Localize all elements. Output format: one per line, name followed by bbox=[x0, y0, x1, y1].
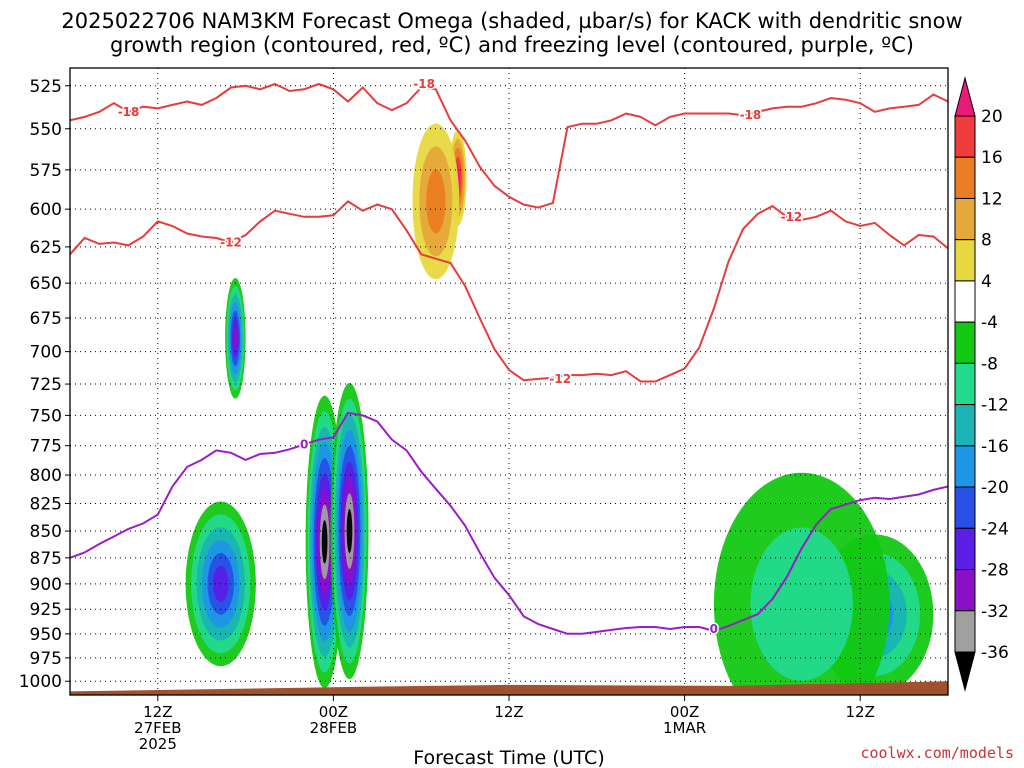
y-tick-label-550: 550 bbox=[30, 120, 62, 140]
colorbar-label-0: 20 bbox=[981, 107, 1003, 127]
colorbar-box-11 bbox=[954, 527, 976, 571]
contour-line-0 bbox=[70, 411, 948, 635]
colorbar-box-12 bbox=[954, 569, 976, 612]
colorbar-label-11: -28 bbox=[981, 561, 1009, 581]
colorbar-label-7: -12 bbox=[981, 396, 1009, 416]
y-tick-label-600: 600 bbox=[30, 200, 62, 220]
colorbar-label-2: 12 bbox=[981, 189, 1003, 209]
y-tick-label-675: 675 bbox=[30, 309, 62, 329]
contour-label-4: -12 bbox=[549, 372, 571, 386]
y-tick-label-800: 800 bbox=[30, 466, 62, 486]
x-tick-label-4-0: 12Z bbox=[846, 703, 875, 721]
colorbar-box-13 bbox=[954, 610, 976, 653]
y-axis: 525 550 575 600 625 650 675 700 725 750 775 800 825 8… bbox=[19, 77, 70, 692]
y-tick-label-650: 650 bbox=[30, 274, 62, 294]
y-tick-label-950: 950 bbox=[30, 625, 62, 645]
y-tick-label-700: 700 bbox=[30, 343, 62, 363]
colorbar-label-13: -36 bbox=[981, 643, 1009, 663]
colorbar-top-triangle bbox=[954, 76, 976, 117]
y-tick-label-825: 825 bbox=[30, 494, 62, 514]
colorbar-label-6: -8 bbox=[981, 354, 998, 374]
x-tick-label-2-0: 12Z bbox=[494, 703, 523, 721]
colorbar-label-4: 4 bbox=[981, 272, 992, 292]
colorbar-label-10: -24 bbox=[981, 519, 1009, 539]
contour-label-7: 0 bbox=[710, 622, 718, 636]
contour-line--18 bbox=[70, 82, 948, 209]
colorbar-label-5: -4 bbox=[981, 313, 998, 333]
plot-area: -18 -18 -18 -12 -12 -12 0 0 bbox=[69, 67, 949, 696]
colorbar-bottom-triangle bbox=[954, 651, 976, 692]
colorbar-label-12: -32 bbox=[981, 602, 1009, 622]
contour-label-2: -18 bbox=[740, 108, 762, 122]
colorbar-label-3: 8 bbox=[981, 231, 992, 251]
omega-shade-2-6 bbox=[233, 326, 238, 350]
contour-label-3: -12 bbox=[220, 235, 242, 249]
y-tick-label-625: 625 bbox=[30, 238, 62, 258]
contour-label-1: -18 bbox=[413, 77, 435, 91]
y-tick-label-900: 900 bbox=[30, 575, 62, 595]
y-tick-label-1000: 1000 bbox=[19, 672, 62, 692]
y-tick-label-775: 775 bbox=[30, 437, 62, 457]
y-tick-label-750: 750 bbox=[30, 406, 62, 426]
colorbar-box-9 bbox=[954, 445, 976, 488]
contour-label-6: 0 bbox=[300, 437, 308, 451]
colorbar-label-8: -16 bbox=[981, 437, 1009, 457]
contour-labels: -18 -18 -18 -12 -12 -12 0 0 bbox=[116, 76, 804, 638]
colorbar-box-2 bbox=[954, 156, 976, 199]
omega-shade-0-8 bbox=[321, 520, 328, 564]
omega-shade-1-8 bbox=[346, 509, 353, 554]
ground-fill bbox=[70, 681, 948, 695]
contour-label-0: -18 bbox=[118, 105, 140, 119]
chart-title-line-1: 2025022706 NAM3KM Forecast Omega (shaded… bbox=[61, 9, 962, 33]
x-tick-label-0-1: 27FEB bbox=[134, 719, 181, 737]
credit-text[interactable]: coolwx.com/models bbox=[860, 744, 1014, 762]
colorbar-label-9: -20 bbox=[981, 478, 1009, 498]
chart-title-line-2: growth region (contoured, red, ºC) and f… bbox=[110, 33, 914, 57]
y-tick-label-725: 725 bbox=[30, 375, 62, 395]
contour-line--12 bbox=[70, 200, 948, 383]
omega-shade-7-2 bbox=[426, 169, 446, 234]
colorbar-box-4 bbox=[954, 239, 976, 282]
x-tick-label-1-0: 00Z bbox=[319, 703, 348, 721]
x-tick-label-0-2: 2025 bbox=[139, 735, 177, 753]
y-tick-label-975: 975 bbox=[30, 649, 62, 669]
colorbar-label-1: 16 bbox=[981, 148, 1003, 168]
x-tick-label-3-0: 00Z bbox=[670, 703, 699, 721]
y-tick-label-850: 850 bbox=[30, 522, 62, 542]
ground-surface bbox=[70, 681, 948, 695]
x-tick-label-3-1: 1MAR bbox=[663, 719, 706, 737]
y-tick-label-575: 575 bbox=[30, 161, 62, 181]
y-tick-label-525: 525 bbox=[30, 77, 62, 97]
contour-lines bbox=[70, 82, 948, 635]
x-tick-label-1-1: 28FEB bbox=[310, 719, 357, 737]
colorbar: 20 16 12 8 4 -4 -8 -12 -16 -20 -24 -28 -32 -36 bbox=[954, 76, 1009, 692]
y-tick-label-925: 925 bbox=[30, 600, 62, 620]
y-tick-label-875: 875 bbox=[30, 549, 62, 569]
contour-label-5: -12 bbox=[781, 210, 803, 224]
x-axis-label: Forecast Time (UTC) bbox=[413, 747, 604, 768]
colorbar-box-8 bbox=[954, 404, 976, 447]
x-tick-label-0-0: 12Z bbox=[143, 703, 172, 721]
omega-shade-5-1 bbox=[750, 527, 853, 681]
colorbar-box-1 bbox=[954, 115, 976, 158]
colorbar-box-10 bbox=[954, 486, 976, 529]
colorbar-box-3 bbox=[954, 197, 976, 241]
colorbar-box-5 bbox=[954, 280, 976, 323]
colorbar-box-7 bbox=[954, 362, 976, 406]
colorbar-box-6 bbox=[954, 321, 976, 364]
